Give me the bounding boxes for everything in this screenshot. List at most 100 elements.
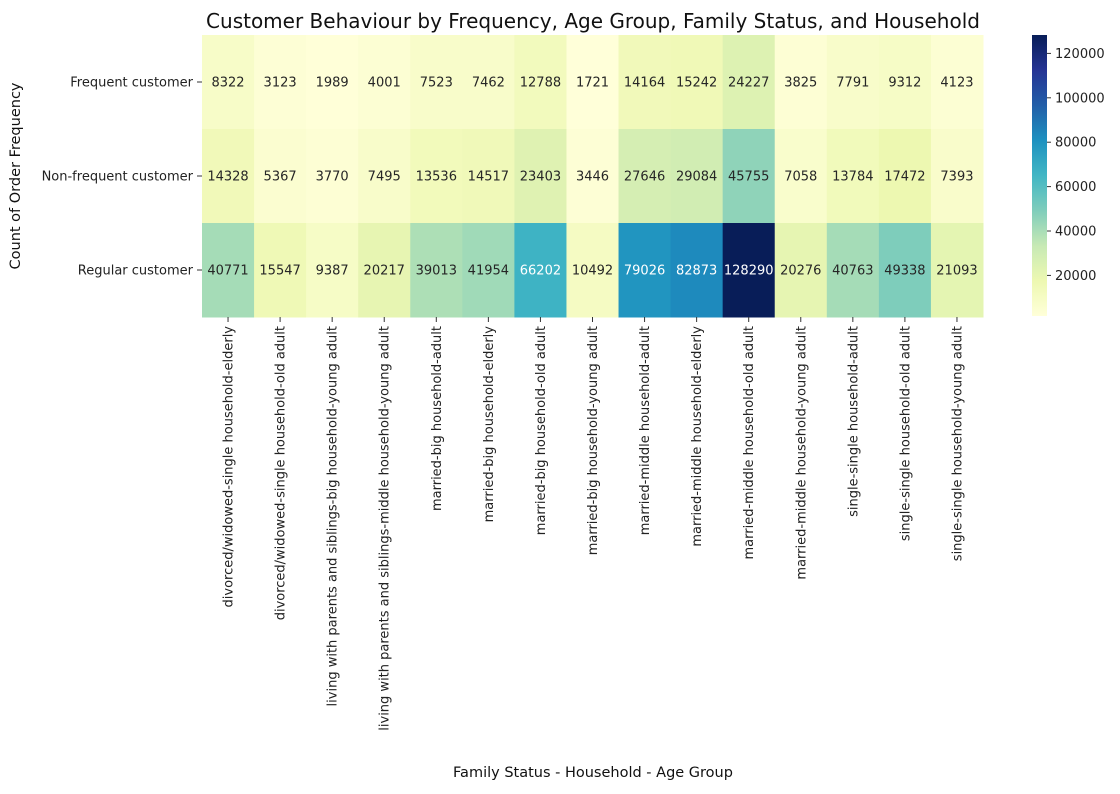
cell-value-label: 40771 xyxy=(207,264,248,279)
column-tick-label: single-single household-young adult xyxy=(950,326,965,561)
cell-value-label: 79026 xyxy=(624,264,665,279)
heatmap-cell xyxy=(514,35,567,130)
column-tick-label: married-middle household-young adult xyxy=(794,326,809,580)
cell-value-label: 4123 xyxy=(940,76,973,91)
heatmap-cell xyxy=(254,129,307,224)
row-tick-label: Regular customer xyxy=(78,264,194,279)
column-tick-labels: divorced/widowed-single household-elderl… xyxy=(222,317,965,731)
cell-value-label: 15242 xyxy=(676,76,717,91)
heatmap-cell xyxy=(410,35,463,130)
heatmap-cell xyxy=(930,35,984,130)
heatmap-cell xyxy=(358,223,411,318)
column-tick-label: married-big household-adult xyxy=(430,326,445,511)
heatmap-cell xyxy=(826,35,880,130)
colorbar-tick-label: 20000 xyxy=(1055,269,1096,284)
cell-value-label: 7393 xyxy=(940,170,973,185)
heatmap-cell xyxy=(670,129,724,224)
cell-value-label: 40763 xyxy=(832,264,873,279)
cell-value-label: 7791 xyxy=(836,76,869,91)
y-axis-label: Count of Order Frequency xyxy=(8,82,24,269)
cell-value-label: 49338 xyxy=(884,264,925,279)
row-tick-label: Frequent customer xyxy=(70,76,193,91)
cell-value-label: 39013 xyxy=(416,264,457,279)
heatmap-cell xyxy=(358,35,411,130)
heatmap-cell xyxy=(878,35,932,130)
cell-value-label: 3123 xyxy=(264,76,297,91)
column-tick-label: divorced/widowed-single household-elderl… xyxy=(222,326,237,608)
colorbar xyxy=(1032,35,1047,316)
heatmap-cell xyxy=(722,35,776,130)
column-tick-label: single-single household-adult xyxy=(846,326,861,517)
cell-value-label: 24227 xyxy=(728,76,769,91)
cell-value-label: 7495 xyxy=(368,170,401,185)
column-tick-label: living with parents and siblings-middle … xyxy=(378,326,393,731)
heatmap-cell xyxy=(202,223,255,318)
column-tick-label: divorced/widowed-single household-old ad… xyxy=(274,326,289,620)
cell-value-label: 45755 xyxy=(728,170,769,185)
heatmap-cell xyxy=(618,35,672,130)
column-tick-label: married-middle household-old adult xyxy=(742,326,757,559)
heatmap-cell xyxy=(254,35,307,130)
cell-value-label: 27646 xyxy=(624,170,665,185)
cell-value-label: 3770 xyxy=(316,170,349,185)
heatmap-cell xyxy=(722,129,776,224)
column-tick-label: married-big household-old adult xyxy=(534,326,549,535)
cell-value-label: 29084 xyxy=(676,170,717,185)
cell-value-label: 7523 xyxy=(420,76,453,91)
heatmap-cell xyxy=(878,223,932,318)
heatmap-cell xyxy=(774,35,828,130)
cell-value-label: 17472 xyxy=(884,170,925,185)
cell-value-label: 10492 xyxy=(572,264,613,279)
cell-value-label: 9387 xyxy=(316,264,349,279)
cell-value-label: 14517 xyxy=(468,170,509,185)
x-axis-label: Family Status - Household - Age Group xyxy=(453,765,733,781)
heatmap-cell xyxy=(358,129,411,224)
heatmap-cell xyxy=(878,129,932,224)
heatmap-cell xyxy=(306,223,359,318)
heatmap-cell xyxy=(462,223,515,318)
colorbar-tick-label: 120000 xyxy=(1055,47,1105,62)
cell-value-label: 9312 xyxy=(888,76,921,91)
heatmap-cell xyxy=(254,223,307,318)
heatmap-cell xyxy=(202,35,255,130)
cell-value-label: 21093 xyxy=(936,264,977,279)
cell-value-label: 1721 xyxy=(576,76,609,91)
cell-value-label: 82873 xyxy=(676,264,717,279)
heatmap-cell xyxy=(826,129,880,224)
heatmap-cell xyxy=(618,129,672,224)
heatmap-cell xyxy=(670,223,724,318)
heatmap-cell xyxy=(514,223,567,318)
row-tick-label: Non-frequent customer xyxy=(42,170,194,185)
cell-value-label: 20276 xyxy=(780,264,821,279)
heatmap-cell xyxy=(410,223,463,318)
heatmap-cell xyxy=(514,129,567,224)
heatmap-cell xyxy=(202,129,255,224)
cell-value-label: 14164 xyxy=(624,76,665,91)
cell-value-label: 4001 xyxy=(368,76,401,91)
chart-title: Customer Behaviour by Frequency, Age Gro… xyxy=(206,9,980,33)
cell-value-label: 12788 xyxy=(520,76,561,91)
cell-value-label: 66202 xyxy=(520,264,561,279)
cell-value-label: 20217 xyxy=(364,264,405,279)
column-tick-label: married-big household-young adult xyxy=(586,326,601,555)
heatmap-cell xyxy=(930,129,984,224)
heatmap-cell xyxy=(722,223,776,318)
heatmap-cell xyxy=(774,223,828,318)
heatmap-cell xyxy=(306,35,359,130)
cell-value-label: 13784 xyxy=(832,170,873,185)
cell-value-label: 8322 xyxy=(211,76,244,91)
cell-value-label: 7058 xyxy=(784,170,817,185)
cell-value-label: 3825 xyxy=(784,76,817,91)
heatmap-cell xyxy=(670,35,724,130)
colorbar-tick-label: 40000 xyxy=(1055,225,1096,240)
heatmap-cell xyxy=(306,129,359,224)
column-tick-label: married-middle household-adult xyxy=(638,326,653,535)
cell-value-label: 3446 xyxy=(576,170,609,185)
cell-value-label: 128290 xyxy=(724,264,774,279)
heatmap-cell xyxy=(618,223,672,318)
heatmap-cell xyxy=(566,223,620,318)
column-tick-label: married-middle household-elderly xyxy=(690,326,705,547)
colorbar-tick-label: 100000 xyxy=(1055,91,1105,106)
heatmap-cell xyxy=(462,129,515,224)
